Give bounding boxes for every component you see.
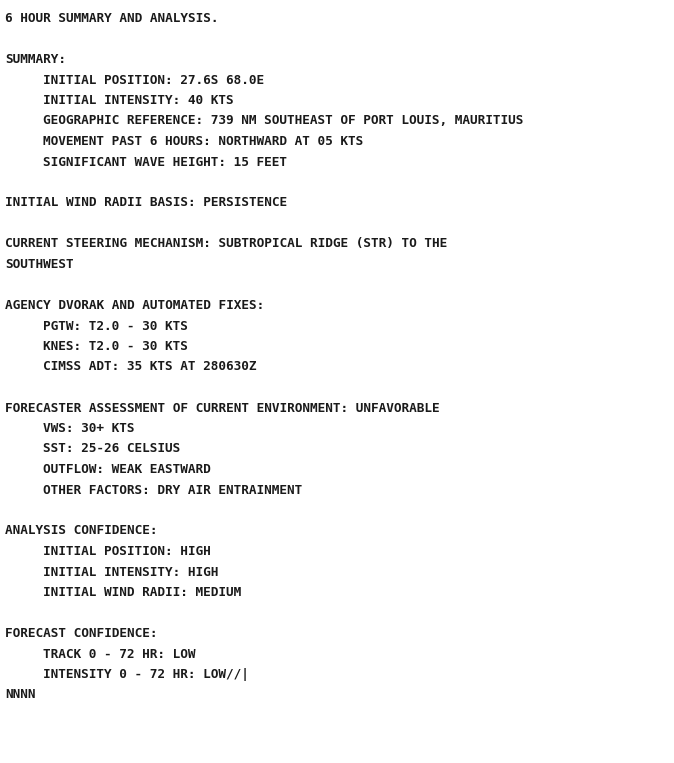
Text: NNNN: NNNN bbox=[5, 688, 36, 701]
Text: FORECAST CONFIDENCE:: FORECAST CONFIDENCE: bbox=[5, 627, 158, 640]
Text: AGENCY DVORAK AND AUTOMATED FIXES:: AGENCY DVORAK AND AUTOMATED FIXES: bbox=[5, 299, 265, 312]
Text: ANALYSIS CONFIDENCE:: ANALYSIS CONFIDENCE: bbox=[5, 524, 158, 537]
Text: TRACK 0 - 72 HR: LOW: TRACK 0 - 72 HR: LOW bbox=[43, 648, 196, 661]
Text: MOVEMENT PAST 6 HOURS: NORTHWARD AT 05 KTS: MOVEMENT PAST 6 HOURS: NORTHWARD AT 05 K… bbox=[43, 135, 364, 148]
Text: INITIAL INTENSITY: HIGH: INITIAL INTENSITY: HIGH bbox=[43, 565, 219, 578]
Text: VWS: 30+ KTS: VWS: 30+ KTS bbox=[43, 422, 135, 435]
Text: FORECASTER ASSESSMENT OF CURRENT ENVIRONMENT: UNFAVORABLE: FORECASTER ASSESSMENT OF CURRENT ENVIRON… bbox=[5, 401, 440, 414]
Text: SOUTHWEST: SOUTHWEST bbox=[5, 258, 74, 271]
Text: INITIAL WIND RADII: MEDIUM: INITIAL WIND RADII: MEDIUM bbox=[43, 586, 242, 599]
Text: SUMMARY:: SUMMARY: bbox=[5, 53, 67, 66]
Text: OTHER FACTORS: DRY AIR ENTRAINMENT: OTHER FACTORS: DRY AIR ENTRAINMENT bbox=[43, 484, 303, 497]
Text: INITIAL POSITION: 27.6S 68.0E: INITIAL POSITION: 27.6S 68.0E bbox=[43, 73, 264, 86]
Text: 6 HOUR SUMMARY AND ANALYSIS.: 6 HOUR SUMMARY AND ANALYSIS. bbox=[5, 12, 219, 25]
Text: CIMSS ADT: 35 KTS AT 280630Z: CIMSS ADT: 35 KTS AT 280630Z bbox=[43, 360, 257, 374]
Text: GEOGRAPHIC REFERENCE: 739 NM SOUTHEAST OF PORT LOUIS, MAURITIUS: GEOGRAPHIC REFERENCE: 739 NM SOUTHEAST O… bbox=[43, 114, 524, 127]
Text: INTENSITY 0 - 72 HR: LOW//|: INTENSITY 0 - 72 HR: LOW//| bbox=[43, 668, 249, 681]
Text: INITIAL WIND RADII BASIS: PERSISTENCE: INITIAL WIND RADII BASIS: PERSISTENCE bbox=[5, 197, 288, 210]
Text: SIGNIFICANT WAVE HEIGHT: 15 FEET: SIGNIFICANT WAVE HEIGHT: 15 FEET bbox=[43, 156, 287, 169]
Text: INITIAL POSITION: HIGH: INITIAL POSITION: HIGH bbox=[43, 545, 211, 558]
Text: KNES: T2.0 - 30 KTS: KNES: T2.0 - 30 KTS bbox=[43, 340, 188, 353]
Text: OUTFLOW: WEAK EASTWARD: OUTFLOW: WEAK EASTWARD bbox=[43, 463, 211, 476]
Text: PGTW: T2.0 - 30 KTS: PGTW: T2.0 - 30 KTS bbox=[43, 320, 188, 333]
Text: INITIAL INTENSITY: 40 KTS: INITIAL INTENSITY: 40 KTS bbox=[43, 94, 234, 107]
Text: SST: 25-26 CELSIUS: SST: 25-26 CELSIUS bbox=[43, 443, 181, 456]
Text: CURRENT STEERING MECHANISM: SUBTROPICAL RIDGE (STR) TO THE: CURRENT STEERING MECHANISM: SUBTROPICAL … bbox=[5, 237, 448, 250]
